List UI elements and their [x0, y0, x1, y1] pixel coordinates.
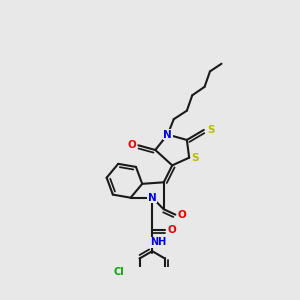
Text: N: N	[163, 130, 172, 140]
Text: Cl: Cl	[113, 267, 124, 277]
Text: S: S	[207, 125, 214, 135]
Text: O: O	[127, 140, 136, 150]
Text: S: S	[192, 153, 199, 163]
Text: NH: NH	[150, 237, 167, 248]
Text: O: O	[178, 210, 187, 220]
Text: O: O	[168, 225, 177, 235]
Text: N: N	[148, 193, 157, 203]
